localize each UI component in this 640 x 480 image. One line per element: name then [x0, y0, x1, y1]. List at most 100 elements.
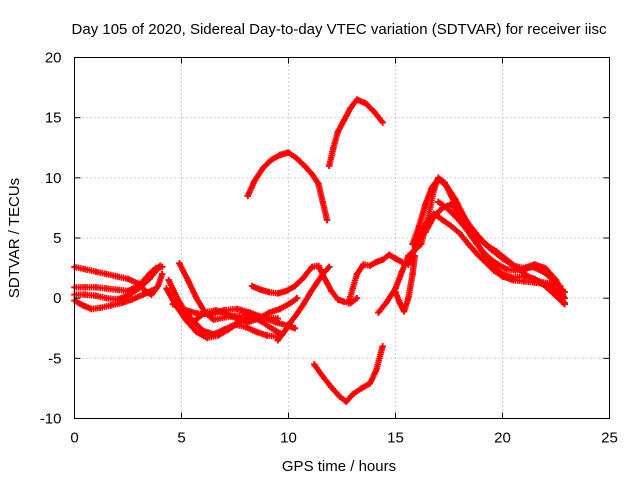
data-point [398, 268, 406, 275]
series-s13 [326, 96, 386, 169]
data-point [313, 280, 320, 287]
data-point [311, 361, 318, 368]
data-point [302, 163, 309, 171]
data-point [182, 316, 189, 323]
chart-title: Day 105 of 2020, Sidereal Day-to-day VTE… [72, 21, 607, 38]
data-point [422, 228, 429, 236]
series-s21 [435, 198, 568, 296]
data-point [499, 255, 506, 262]
data-point [300, 301, 307, 308]
y-tick-label: 5 [53, 230, 61, 247]
data-point [379, 256, 386, 263]
data-point [334, 296, 341, 303]
data-point [366, 380, 373, 387]
data-point [114, 286, 121, 293]
data-point [392, 285, 399, 292]
series-track [244, 149, 331, 224]
data-point [263, 332, 271, 339]
data-point [447, 222, 455, 230]
data-point [439, 216, 446, 224]
data-point [255, 315, 262, 322]
data-point [405, 261, 412, 268]
data-point [334, 128, 341, 136]
data-point [244, 192, 251, 200]
data-point [193, 328, 200, 336]
data-point [319, 373, 326, 380]
y-tick-label: -5 [48, 350, 61, 367]
data-point [510, 274, 517, 281]
data-point [201, 309, 209, 316]
data-point [490, 263, 498, 271]
data-point [520, 273, 528, 280]
data-point [233, 315, 241, 322]
data-point [435, 198, 442, 206]
data-point [415, 222, 423, 230]
data-point [349, 391, 356, 398]
data-series [71, 96, 568, 405]
data-point [465, 240, 472, 248]
data-point [92, 268, 100, 275]
y-tick-label: 0 [53, 290, 61, 307]
data-point [244, 319, 251, 326]
data-point [385, 251, 393, 258]
plot-frame [74, 57, 610, 419]
data-point [82, 284, 89, 291]
data-point [97, 304, 104, 311]
x-tick-label: 5 [177, 430, 185, 447]
data-point [360, 261, 367, 268]
data-point [495, 261, 502, 268]
data-point [370, 108, 378, 115]
data-point [340, 116, 348, 124]
data-point [373, 258, 380, 266]
data-point [537, 267, 545, 274]
data-point [281, 328, 288, 336]
data-point [561, 288, 568, 296]
data-point [107, 302, 115, 309]
data-point [276, 305, 284, 313]
data-point [353, 96, 361, 103]
data-point [336, 393, 344, 400]
data-point [326, 162, 333, 169]
data-point [103, 285, 110, 292]
data-point [473, 250, 480, 257]
data-point [345, 299, 352, 307]
data-point [266, 288, 273, 296]
x-tick-label: 20 [494, 430, 511, 447]
data-point [486, 255, 493, 262]
data-point [291, 282, 299, 290]
data-point [520, 266, 528, 273]
data-point [452, 196, 459, 203]
data-point [428, 184, 436, 191]
data-point [460, 222, 468, 230]
data-point [274, 290, 281, 297]
data-point [469, 234, 476, 242]
data-point [176, 260, 183, 267]
data-point [212, 307, 219, 314]
data-point [124, 275, 132, 283]
data-point [233, 305, 241, 313]
data-point [291, 325, 299, 332]
x-tick-label: 0 [70, 430, 78, 447]
data-point [443, 183, 451, 190]
data-point [353, 295, 361, 302]
data-point [340, 298, 348, 305]
series-s11 [274, 263, 333, 344]
data-point [268, 156, 275, 163]
data-point [499, 270, 506, 278]
x-axis-title: GPS time / hours [282, 458, 396, 475]
data-point [293, 155, 301, 162]
data-point [531, 275, 538, 283]
data-point [456, 230, 463, 237]
y-tick-label: 10 [45, 170, 62, 187]
data-point [246, 309, 254, 316]
data-point [552, 292, 560, 299]
data-point [283, 287, 290, 295]
series-s20 [422, 201, 568, 308]
data-point [293, 310, 301, 317]
data-point [193, 295, 200, 302]
data-point [154, 282, 162, 290]
data-point [103, 295, 110, 302]
data-point [512, 267, 519, 274]
data-point [223, 310, 230, 317]
